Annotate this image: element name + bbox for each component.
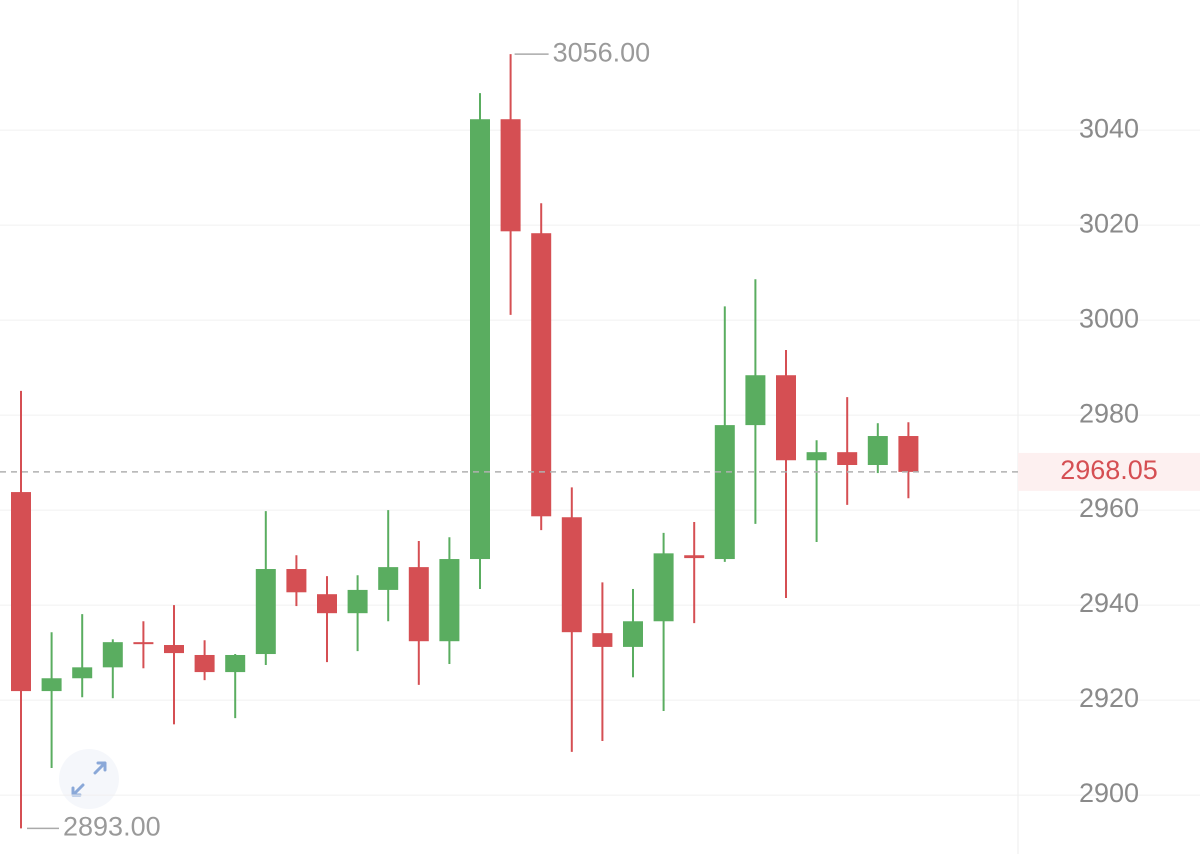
y-tick-label: 3000 [1079,303,1139,333]
candle-body [133,642,154,645]
candle-body [408,567,429,642]
candle-body [225,654,246,673]
last-price-bg [1018,452,1200,491]
y-tick-label: 2920 [1079,683,1139,713]
candle-body [623,621,643,647]
candle-body [11,492,31,692]
candle-body [898,436,919,472]
candle-body [439,559,460,642]
candle-body [867,436,888,465]
candle-body [837,452,858,465]
candle-body [164,645,184,654]
candle-body [317,594,337,614]
y-tick-label: 3020 [1079,208,1139,238]
candle-body [500,119,521,232]
candle-body [41,678,62,692]
candle-body [347,589,368,614]
expand-bg [59,749,119,809]
max-label: 3056.00 [553,37,651,67]
y-tick-label: 2980 [1079,398,1139,428]
expand-button[interactable] [59,749,119,809]
candle-body [561,517,582,633]
candle-body [592,633,613,647]
candle-body [776,375,796,461]
candle-body [194,654,215,673]
candle-body [72,667,93,679]
candle-body [806,452,827,461]
y-tick-label: 2900 [1079,778,1139,808]
candle-body [745,375,766,426]
min-label: 2893.00 [63,811,161,841]
candle-body [378,567,399,590]
y-tick-label: 3040 [1079,113,1139,143]
y-tick-label: 2960 [1079,493,1139,523]
candle-body [531,233,552,517]
last-price-label: 2968.05 [1060,455,1158,485]
candle-body [684,555,705,559]
candle-body [286,569,307,593]
y-tick-label: 2940 [1079,588,1139,618]
candle-body [102,642,123,668]
candle-body [255,569,276,655]
candle-body [714,425,735,560]
candle-body [470,119,490,560]
candle-body [653,553,674,622]
